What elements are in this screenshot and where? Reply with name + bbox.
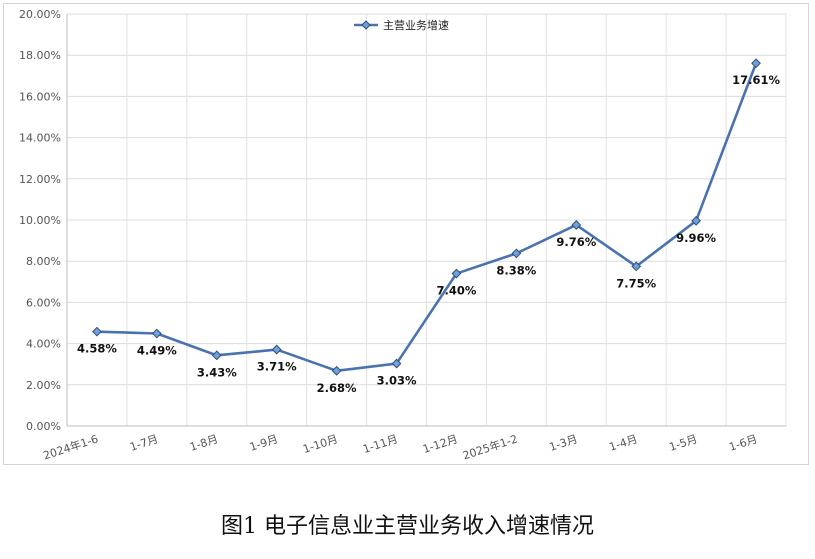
data-label: 3.71% bbox=[257, 360, 297, 374]
y-tick-label: 12.00% bbox=[19, 173, 61, 186]
data-label: 3.43% bbox=[197, 365, 237, 379]
data-point-marker bbox=[451, 268, 462, 279]
data-label: 7.40% bbox=[437, 284, 477, 298]
data-point-marker bbox=[151, 328, 162, 339]
data-point-marker bbox=[751, 58, 761, 69]
chart-frame: 0.00% 2.00% 4.00% 6.00% 8.00% 10.00% 12.00% 14.… bbox=[3, 3, 809, 465]
y-tick-label: 20.00% bbox=[19, 8, 61, 21]
data-point-marker bbox=[211, 350, 222, 361]
data-point-marker bbox=[511, 248, 522, 259]
x-tick-label: 1-10月 bbox=[301, 432, 339, 455]
data-point-marker bbox=[571, 220, 582, 230]
figure-caption: 图1 电子信息业主营业务收入增速情况 bbox=[221, 514, 594, 539]
line-chart: 0.00% 2.00% 4.00% 6.00% 8.00% 10.00% 12.00% 14.… bbox=[19, 8, 787, 463]
data-label: 4.58% bbox=[77, 342, 117, 356]
x-tick-label: 1-12月 bbox=[421, 432, 459, 455]
legend-label: 主营业务增速 bbox=[383, 18, 449, 32]
legend-marker bbox=[361, 20, 371, 30]
y-tick-label: 6.00% bbox=[26, 296, 61, 309]
x-tick-label: 2024年1-6 bbox=[41, 432, 100, 463]
data-point-marker bbox=[391, 358, 402, 369]
x-tick-label: 1-6月 bbox=[727, 432, 759, 453]
data-label: 9.96% bbox=[676, 231, 716, 245]
x-tick-label: 2025年1-2 bbox=[461, 432, 520, 463]
y-tick-label: 16.00% bbox=[19, 90, 61, 103]
data-label: 17.61% bbox=[732, 73, 780, 87]
x-tick-label: 1-5月 bbox=[667, 432, 699, 453]
y-tick-label: 4.00% bbox=[26, 338, 61, 351]
y-tick-label: 8.00% bbox=[26, 255, 61, 268]
data-point-marker bbox=[691, 215, 702, 226]
x-tick-label: 1-11月 bbox=[361, 432, 399, 455]
x-tick-label: 1-7月 bbox=[128, 432, 160, 453]
data-label: 8.38% bbox=[496, 263, 536, 277]
data-label: 7.75% bbox=[616, 276, 656, 290]
y-tick-label: 18.00% bbox=[19, 49, 61, 62]
x-tick-label: 1-4月 bbox=[608, 432, 640, 453]
series-line bbox=[96, 62, 758, 373]
x-tick-label: 1-3月 bbox=[548, 432, 580, 453]
data-point-marker bbox=[631, 261, 642, 272]
data-label: 2.68% bbox=[317, 381, 357, 395]
data-point-marker bbox=[271, 344, 282, 355]
y-tick-label: 14.00% bbox=[19, 132, 61, 145]
data-label: 3.03% bbox=[377, 374, 417, 388]
x-tick-label: 1-9月 bbox=[248, 432, 280, 453]
data-point-marker bbox=[331, 365, 342, 376]
data-label: 4.49% bbox=[137, 344, 177, 358]
y-tick-label: 10.00% bbox=[19, 214, 61, 227]
y-tick-label: 2.00% bbox=[26, 379, 61, 392]
y-tick-label: 0.00% bbox=[26, 420, 61, 433]
data-label: 9.76% bbox=[556, 235, 596, 249]
data-point-marker bbox=[92, 326, 102, 337]
x-tick-label: 1-8月 bbox=[188, 432, 220, 453]
